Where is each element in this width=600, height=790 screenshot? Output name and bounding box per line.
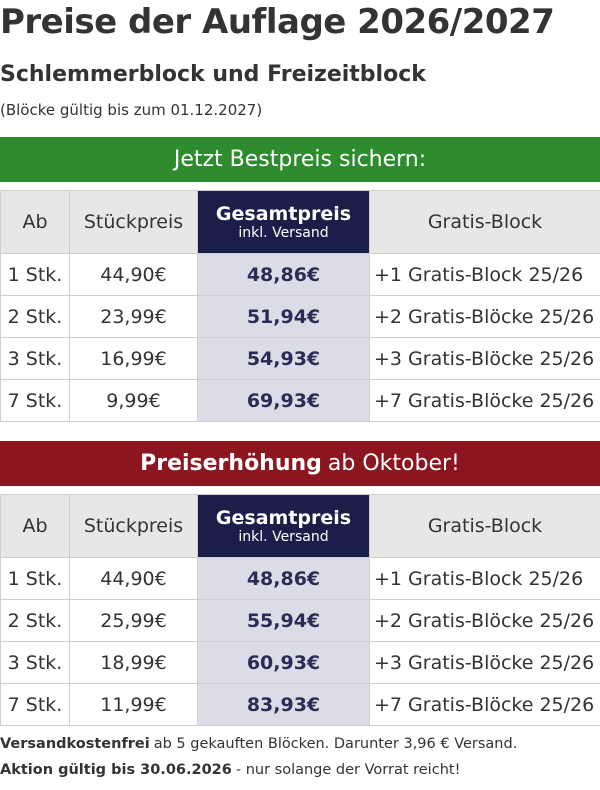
cell: 3 Stk. [0,337,70,380]
cell: 18,99€ [69,641,198,684]
banner-strong: Jetzt Bestpreis sichern: [173,147,427,172]
header-cell: Gratis-Block [369,190,600,254]
footer-line: Aktion gültig bis 30.06.2026- nur solang… [0,762,460,778]
header-main: Gesamtpreis [215,203,352,225]
cell: 3 Stk. [0,641,70,684]
banner-strong: Preiserhöhung [140,451,322,476]
cell: 16,99€ [69,337,198,380]
cell: 44,90€ [69,253,198,296]
price-table: Ab Stückpreis Gesamtpreis inkl. Versand Grat… [0,494,600,726]
header-cell: Ab [0,190,70,254]
cell: 25,99€ [69,599,198,642]
cell: +3 Gratis-Blöcke 25/26 [369,641,600,684]
cell: +1 Gratis-Block 25/26 [369,253,600,296]
row: 1 Stk. 44,90€ 48,86€ +1 Gratis-Block 25/26 [0,253,600,296]
cell: 83,93€ [197,683,370,726]
footer-strong: Aktion gültig bis 30.06.2026 [0,762,232,778]
cell: 44,90€ [69,557,198,600]
cell: 1 Stk. [0,253,70,296]
cell: 23,99€ [69,295,198,338]
header-cell: Ab [0,494,70,558]
cell: +2 Gratis-Blöcke 25/26 [369,295,600,338]
header-sub: inkl. Versand [238,529,329,545]
cell: 55,94€ [197,599,370,642]
header-main: Gesamtpreis [215,507,352,529]
row: 1 Stk. 44,90€ 48,86€ +1 Gratis-Block 25/26 [0,557,600,600]
footer-rest: - nur solange der Vorrat reicht! [235,762,461,778]
header-sub: inkl. Versand [238,225,329,241]
cell: 7 Stk. [0,683,70,726]
cell: 51,94€ [197,295,370,338]
cell: 2 Stk. [0,599,70,642]
cell: +2 Gratis-Blöcke 25/26 [369,599,600,642]
cell: +3 Gratis-Blöcke 25/26 [369,337,600,380]
cell: 48,86€ [197,253,370,296]
title: Preise der Auflage 2026/2027 [0,2,555,42]
price-table: Ab Stückpreis Gesamtpreis inkl. Versand Grat… [0,190,600,422]
cell: 7 Stk. [0,379,70,422]
subtitle: Schlemmerblock und Freizeitblock [0,62,426,87]
header-cell: Gesamtpreis inkl. Versand [197,190,370,254]
header-row: Ab Stückpreis Gesamtpreis inkl. Versand Grat… [0,190,600,254]
row: 3 Stk. 16,99€ 54,93€ +3 Gratis-Blöcke 25/26 [0,337,600,380]
banner-rest: ab Oktober! [327,451,460,476]
cell: +1 Gratis-Block 25/26 [369,557,600,600]
cell: 1 Stk. [0,557,70,600]
row: 3 Stk. 18,99€ 60,93€ +3 Gratis-Blöcke 25/26 [0,641,600,684]
row: 7 Stk. 11,99€ 83,93€ +7 Gratis-Blöcke 25/26 [0,683,600,726]
footer-line: Versandkostenfrei ab 5 gekauften Blöcken.… [0,736,517,752]
cell: 11,99€ [69,683,198,726]
header-cell: Gesamtpreis inkl. Versand [197,494,370,558]
header-cell: Stückpreis [69,494,198,558]
cell: +7 Gratis-Blöcke 25/26 [369,379,600,422]
banner: Jetzt Bestpreis sichern: [0,137,600,182]
row: 7 Stk. 9,99€ 69,93€ +7 Gratis-Blöcke 25/26 [0,379,600,422]
cell: 69,93€ [197,379,370,422]
row: 2 Stk. 25,99€ 55,94€ +2 Gratis-Blöcke 25/26 [0,599,600,642]
banner: Preiserhöhung ab Oktober! [0,441,600,486]
cell: 54,93€ [197,337,370,380]
header-cell: Gratis-Block [369,494,600,558]
cell: 60,93€ [197,641,370,684]
cell: 9,99€ [69,379,198,422]
cell: +7 Gratis-Blöcke 25/26 [369,683,600,726]
row: 2 Stk. 23,99€ 51,94€ +2 Gratis-Blöcke 25/26 [0,295,600,338]
cell: 2 Stk. [0,295,70,338]
footer-rest: ab 5 gekauften Blöcken. Darunter 3,96 € … [153,736,518,752]
header-row: Ab Stückpreis Gesamtpreis inkl. Versand Grat… [0,494,600,558]
note: (Blöcke gültig bis zum 01.12.2027) [0,101,263,119]
cell: 48,86€ [197,557,370,600]
header-cell: Stückpreis [69,190,198,254]
footer-strong: Versandkostenfrei [0,736,150,752]
